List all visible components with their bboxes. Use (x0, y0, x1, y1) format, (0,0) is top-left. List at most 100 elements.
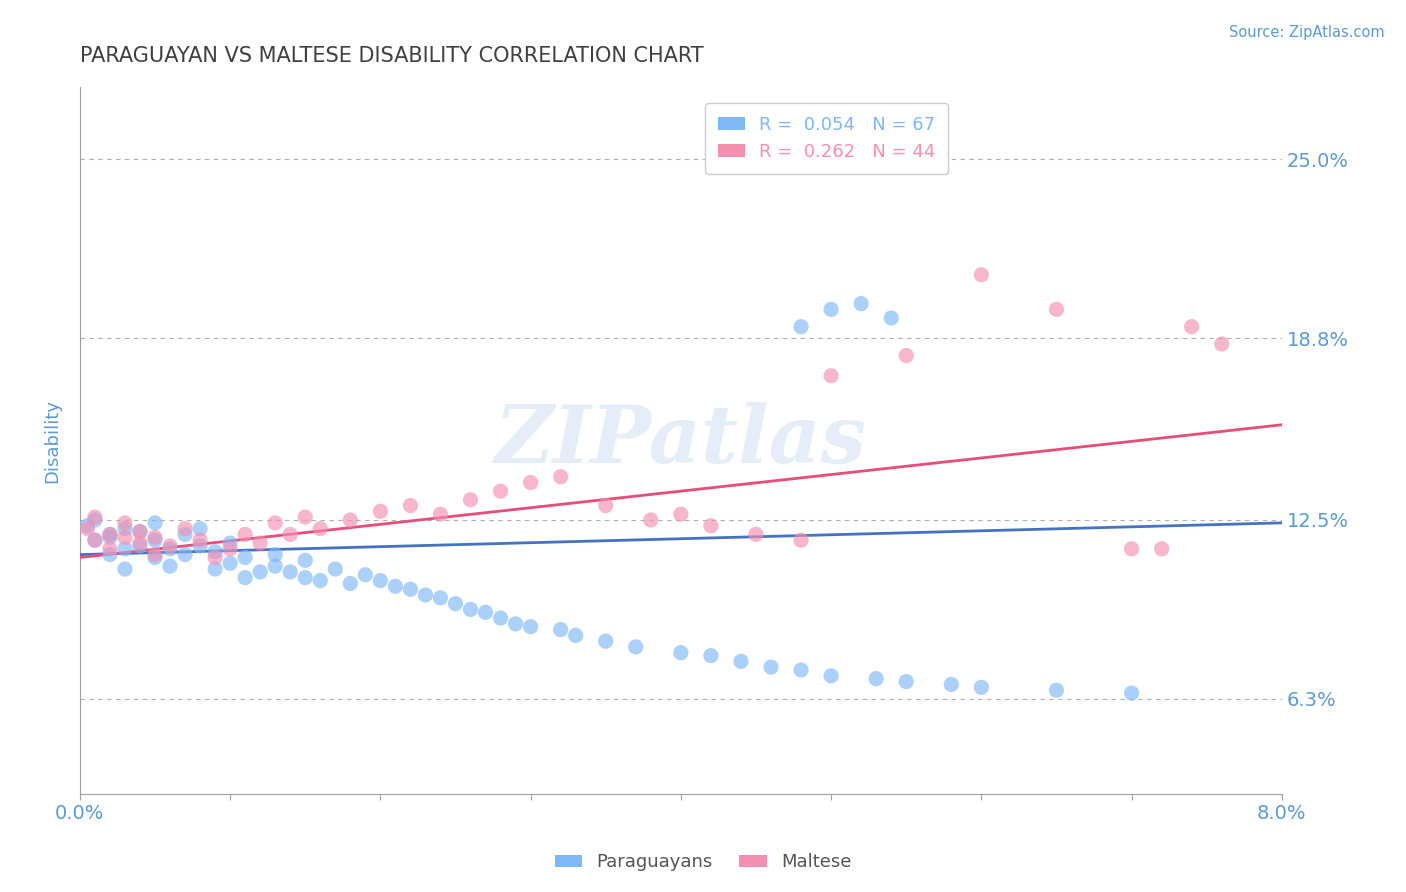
Point (114, 522, 136, 536)
Point (1181, 319, 1204, 334)
Point (188, 539, 211, 553)
Point (204, 550, 226, 565)
Point (399, 582, 422, 597)
Point (370, 504, 392, 518)
Legend: R =  0.054   N = 67, R =  0.262   N = 44: R = 0.054 N = 67, R = 0.262 N = 44 (704, 103, 948, 174)
Point (896, 349, 918, 363)
Point (83, 513, 105, 527)
Point (489, 484, 512, 499)
Point (790, 663, 813, 677)
Point (219, 541, 242, 556)
Point (309, 574, 332, 588)
Point (970, 681, 993, 695)
Point (129, 539, 152, 553)
Point (460, 492, 482, 507)
Text: ZIPatlas: ZIPatlas (495, 402, 868, 479)
Y-axis label: Disability: Disability (44, 399, 60, 483)
Point (745, 527, 768, 541)
Point (278, 527, 301, 541)
Point (219, 556, 242, 570)
Legend: Paraguayans, Maltese: Paraguayans, Maltese (547, 847, 859, 879)
Point (1045, 302, 1067, 317)
Point (143, 548, 166, 562)
Point (370, 574, 392, 588)
Point (219, 536, 242, 550)
Point (759, 660, 782, 674)
Point (233, 550, 256, 565)
Point (309, 522, 332, 536)
Point (233, 527, 256, 541)
Point (98, 527, 121, 541)
Point (98, 541, 121, 556)
Point (415, 588, 437, 602)
Point (339, 576, 361, 591)
Point (249, 565, 271, 579)
Point (624, 640, 647, 654)
Point (474, 605, 496, 619)
Point (1150, 541, 1173, 556)
Point (98, 527, 121, 541)
Point (790, 319, 813, 334)
Point (640, 513, 662, 527)
Point (564, 628, 586, 642)
Point (114, 541, 136, 556)
Point (83, 510, 105, 524)
Point (820, 669, 842, 683)
Point (143, 550, 166, 565)
Point (233, 571, 256, 585)
Point (114, 530, 136, 544)
Point (76, 518, 98, 533)
Point (204, 562, 226, 576)
Point (730, 654, 752, 668)
Point (354, 567, 377, 582)
Point (174, 548, 197, 562)
Point (849, 296, 872, 310)
Point (159, 541, 181, 556)
Point (204, 545, 226, 559)
Point (83, 533, 105, 548)
Point (700, 648, 723, 663)
Point (429, 591, 451, 605)
Point (159, 539, 181, 553)
Point (505, 616, 527, 631)
Point (83, 533, 105, 548)
Point (384, 579, 406, 593)
Point (323, 562, 346, 576)
Point (76, 522, 98, 536)
Point (550, 469, 572, 483)
Point (595, 634, 617, 648)
Point (339, 513, 361, 527)
Point (174, 527, 197, 541)
Point (159, 559, 181, 574)
Point (880, 311, 903, 326)
Point (820, 368, 842, 383)
Point (143, 516, 166, 530)
Point (129, 524, 152, 539)
Point (249, 536, 271, 550)
Point (174, 522, 197, 536)
Point (820, 302, 842, 317)
Point (1211, 337, 1233, 351)
Point (114, 562, 136, 576)
Point (896, 674, 918, 689)
Point (98, 530, 121, 544)
Text: PARAGUAYAN VS MALTESE DISABILITY CORRELATION CHART: PARAGUAYAN VS MALTESE DISABILITY CORRELA… (80, 46, 703, 66)
Point (98, 548, 121, 562)
Point (489, 611, 512, 625)
Point (519, 620, 541, 634)
Point (941, 677, 963, 691)
Point (278, 565, 301, 579)
Point (865, 672, 887, 686)
Point (399, 499, 422, 513)
Point (1121, 541, 1143, 556)
Point (129, 536, 152, 550)
Point (294, 510, 316, 524)
Point (460, 602, 482, 616)
Point (669, 507, 692, 521)
Point (595, 499, 617, 513)
Point (970, 268, 993, 282)
Point (114, 516, 136, 530)
Point (444, 597, 467, 611)
Point (790, 533, 813, 548)
Point (188, 522, 211, 536)
